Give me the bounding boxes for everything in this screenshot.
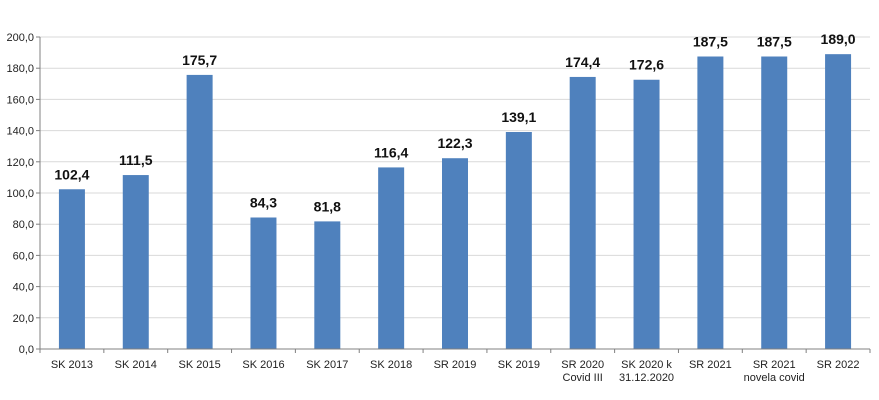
- bar-value-label: 189,0: [821, 31, 856, 47]
- bar: [633, 79, 660, 349]
- bar: [122, 175, 149, 349]
- x-tick-label: SK 2014: [115, 359, 157, 371]
- y-tick-label: 60,0: [13, 250, 34, 262]
- bar-value-label: 111,5: [119, 152, 153, 168]
- x-tick-label: SK 2017: [306, 359, 348, 371]
- bar: [58, 189, 85, 349]
- bar: [697, 56, 724, 349]
- bar: [314, 221, 341, 349]
- x-tick-label: SK 2015: [179, 359, 221, 371]
- bar: [378, 167, 405, 349]
- x-tick-label: novela covid: [744, 372, 805, 384]
- y-tick-label: 180,0: [6, 63, 34, 75]
- x-tick-label: SR 2020: [561, 359, 604, 371]
- y-tick-label: 200,0: [6, 32, 34, 44]
- bar-value-label: 139,1: [501, 109, 536, 125]
- bar-value-label: 81,8: [314, 198, 341, 214]
- y-tick-label: 40,0: [13, 282, 34, 294]
- bar: [186, 74, 213, 350]
- category-labels: SK 2013 SK 2014 SK 2015 SK 2016 SK 2017 SK 20…: [39, 349, 871, 384]
- y-tick-label: 140,0: [6, 126, 34, 138]
- bar-value-label: 116,4: [374, 144, 408, 160]
- y-tick-label: 80,0: [13, 219, 34, 231]
- x-tick-label: SR 2021: [753, 359, 796, 371]
- bar-value-label: 187,5: [757, 34, 792, 50]
- x-tick-label: Covid III: [563, 372, 603, 384]
- bar: [505, 132, 532, 349]
- x-tick-label: SK 2019: [498, 359, 540, 371]
- x-tick-label: SR 2019: [434, 359, 477, 371]
- x-tick-label: SR 2022: [817, 359, 860, 371]
- x-tick-label: SK 2013: [51, 359, 93, 371]
- y-axis-ticks: 0,0 20,0 40,0 60,0 80,0 100,0 120,0 140,0 160,0 1…: [6, 32, 40, 356]
- bar-value-label: 175,7: [182, 52, 217, 68]
- y-tick-label: 100,0: [6, 188, 34, 200]
- bar-value-label: 84,3: [250, 194, 277, 210]
- x-tick-label: SK 2018: [370, 359, 412, 371]
- bar-value-label: 172,6: [629, 57, 664, 73]
- y-tick-label: 20,0: [13, 313, 34, 325]
- x-tick-label: SK 2016: [242, 359, 284, 371]
- bar: [761, 56, 788, 349]
- bar-value-label: 122,3: [437, 135, 472, 151]
- bar: [250, 217, 277, 349]
- bars: [58, 54, 852, 350]
- bar-value-label: 174,4: [565, 54, 600, 70]
- bar: [825, 54, 852, 349]
- bar-value-label: 102,4: [54, 166, 89, 182]
- bar: [442, 158, 468, 349]
- y-tick-label: 120,0: [6, 157, 34, 169]
- bar-value-label: 187,5: [693, 34, 728, 50]
- x-tick-label: SK 2020 k: [621, 359, 672, 371]
- y-tick-label: 160,0: [6, 94, 34, 106]
- y-tick-label: 0,0: [19, 344, 34, 356]
- bar: [569, 76, 596, 349]
- data-labels: 102,4 111,5 175,7 84,3 81,8 116,4 122,3 139,1 17…: [54, 31, 855, 214]
- x-tick-label: SR 2021: [689, 359, 732, 371]
- x-tick-label: 31.12.2020: [619, 372, 674, 384]
